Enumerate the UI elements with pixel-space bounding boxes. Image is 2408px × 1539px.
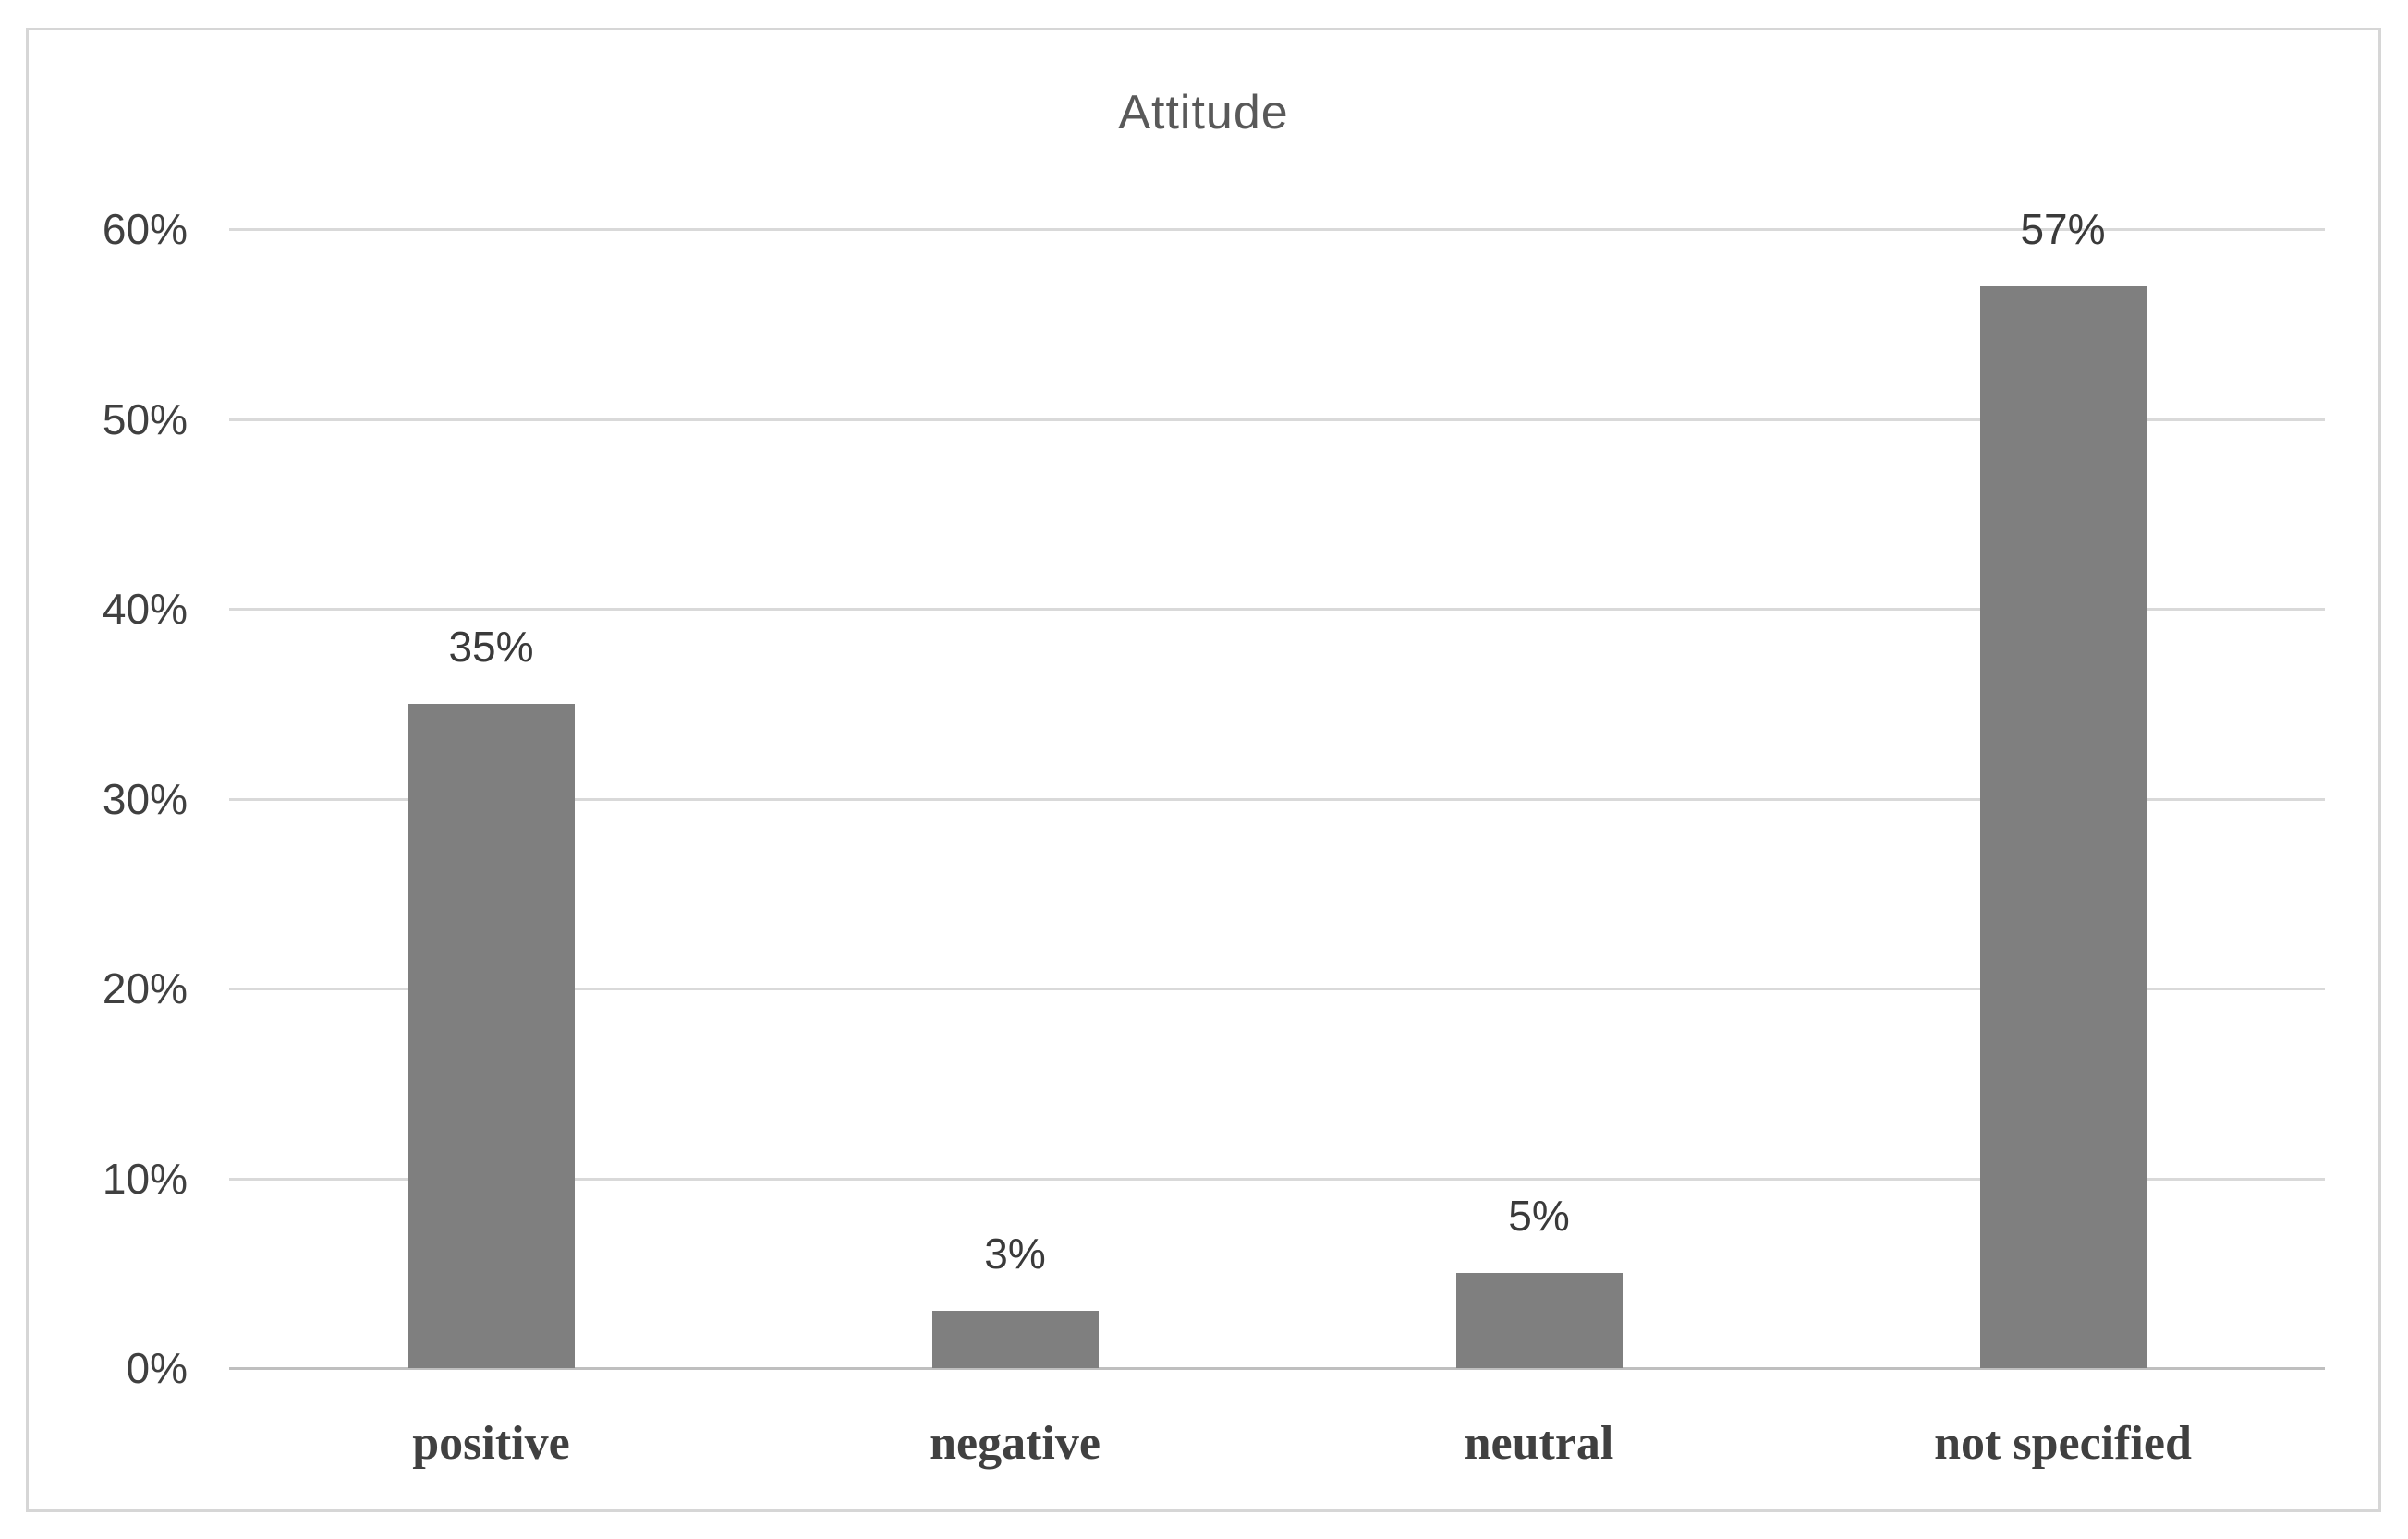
bar-not-specified <box>1979 285 2147 1368</box>
y-gridline <box>229 418 2325 421</box>
y-gridline <box>229 1177 2325 1181</box>
y-tick-label: 10% <box>102 1154 188 1203</box>
bar-neutral <box>1455 1273 1623 1368</box>
y-tick-label: 40% <box>102 585 188 633</box>
data-label-not-specified: 57% <box>2020 204 2106 253</box>
category-label-positive: positive <box>412 1417 570 1470</box>
y-gridline <box>229 608 2325 611</box>
data-label-positive: 35% <box>448 622 534 671</box>
y-gridline <box>229 228 2325 231</box>
data-label-neutral: 5% <box>1508 1192 1570 1241</box>
y-tick-label: 20% <box>102 964 188 1012</box>
chart-title: Attitude <box>1118 86 1289 139</box>
y-tick-label: 30% <box>102 774 188 823</box>
bar-positive <box>407 703 575 1368</box>
category-label-negative: negative <box>930 1417 1101 1470</box>
y-tick-label: 50% <box>102 394 188 443</box>
chart-frame: Attitude 0% 10% 20% 30% 40% 50% 60% 35% positive… <box>26 28 2381 1512</box>
plot-area: 0% 10% 20% 30% 40% 50% 60% 35% positive 3% negativ… <box>103 207 2325 1470</box>
x-axis-line <box>229 1367 2325 1370</box>
y-tick-label: 60% <box>102 205 188 253</box>
data-label-negative: 3% <box>984 1230 1046 1278</box>
y-tick-label: 0% <box>126 1344 188 1392</box>
y-gridline <box>229 797 2325 801</box>
bar-negative <box>931 1311 1099 1368</box>
category-label-not-specified: not specified <box>1934 1417 2192 1470</box>
category-label-neutral: neutral <box>1464 1417 1614 1470</box>
y-gridline <box>229 988 2325 990</box>
